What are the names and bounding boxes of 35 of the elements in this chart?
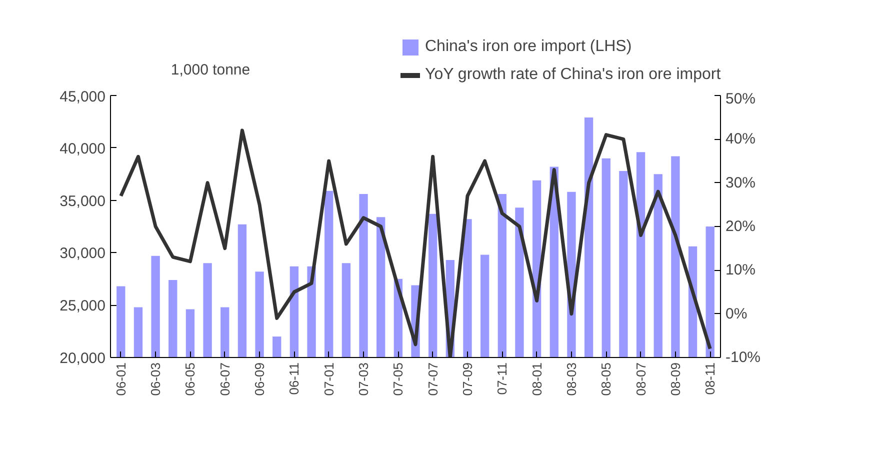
y2-tick-label: 50% [726, 90, 756, 108]
x-tick-label: 08-03 [564, 362, 579, 396]
x-tick-label: 06-03 [148, 362, 164, 396]
line-series [119, 128, 712, 358]
x-tick-label: 06-07 [217, 362, 232, 396]
y2-tick-label: -10% [726, 349, 761, 366]
y2-tick-label: 0% [726, 305, 748, 322]
x-tick-label: 07-07 [425, 362, 440, 396]
x-tick-label: 07-01 [321, 362, 336, 396]
y-tick-label: 20,000 [60, 350, 106, 367]
x-tick-label: 06-09 [252, 362, 268, 396]
x-tick-label: 07-11 [494, 362, 510, 395]
x-tick-label: 07-03 [356, 362, 372, 396]
x-tick-label: 06-05 [182, 362, 198, 396]
y-axis-title: 1,000 tonne [170, 62, 250, 78]
y-tick-label: 35,000 [60, 192, 106, 210]
y-tick-label: 25,000 [60, 298, 106, 315]
x-tick-label: 06-11 [286, 362, 302, 395]
legend-label: YoY growth rate of China's iron ore import [425, 66, 721, 84]
y2-tick-label: 10% [726, 262, 756, 279]
y-tick-label: 40,000 [60, 140, 106, 158]
legend-label: China's iron ore import (LHS) [425, 38, 632, 56]
x-tick-label: 06-01 [113, 362, 128, 396]
y-tick-label: 30,000 [60, 245, 106, 262]
x-tick-label: 08-07 [633, 362, 648, 396]
x-tick-label: 08-09 [668, 362, 683, 396]
x-tick-label: 07-09 [460, 362, 475, 396]
y2-tick-label: 30% [726, 174, 756, 192]
y2-tick-label: 40% [726, 130, 756, 148]
x-tick-label: 07-05 [390, 362, 406, 396]
x-tick-label: 08-11 [702, 362, 718, 395]
y-tick-label: 45,000 [60, 88, 106, 106]
x-tick-label: 08-05 [598, 362, 614, 396]
x-tick-label: 08-01 [529, 362, 544, 396]
y2-tick-label: 20% [726, 218, 756, 235]
